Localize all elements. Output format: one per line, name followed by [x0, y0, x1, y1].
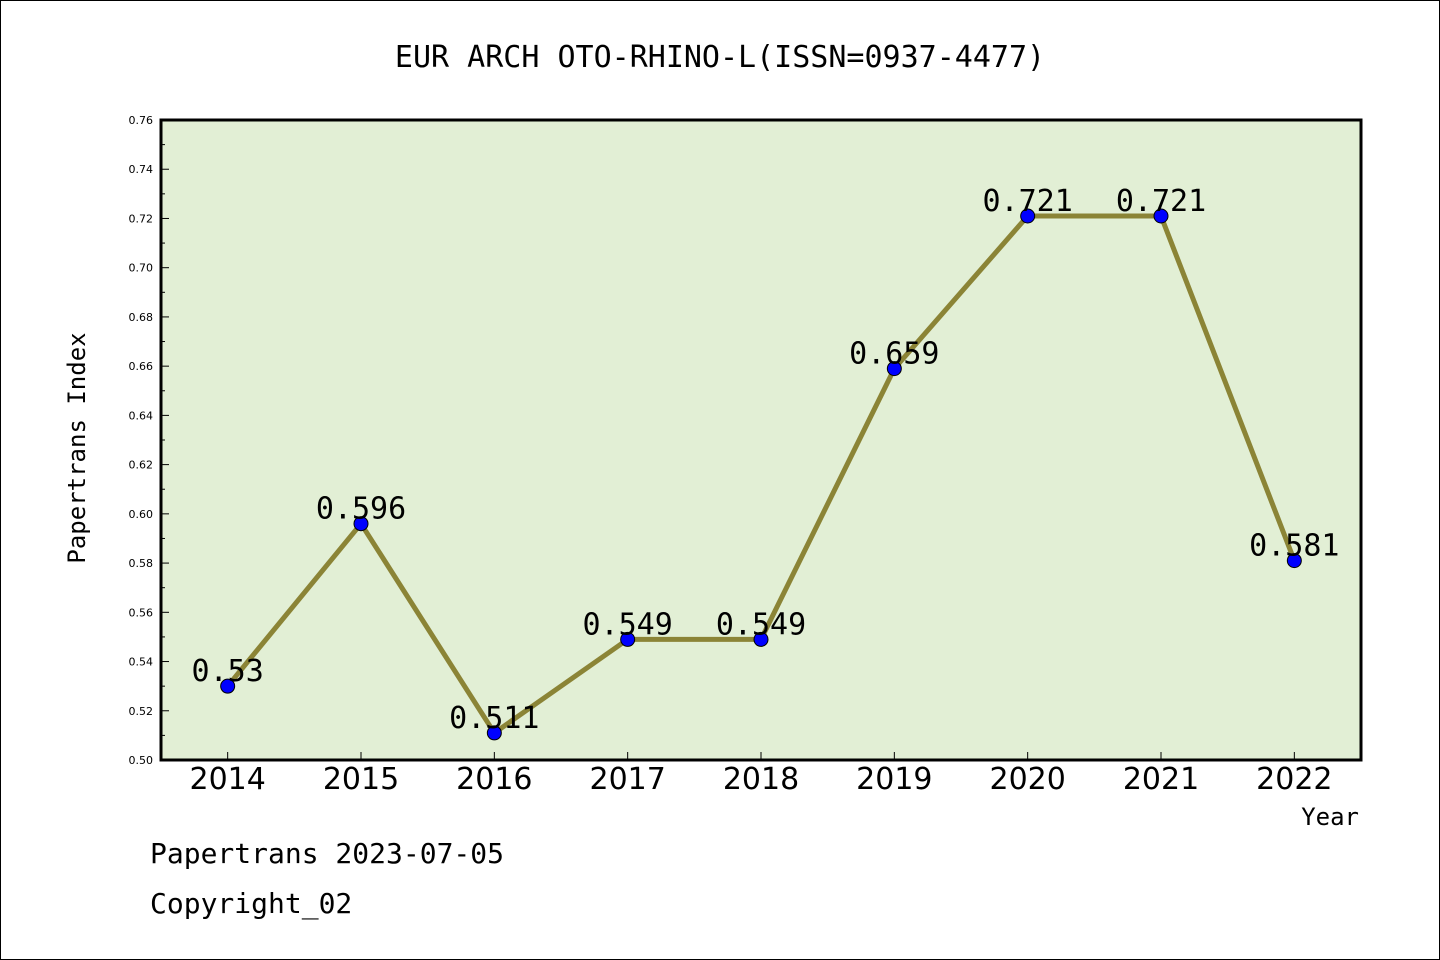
footer-date: Papertrans 2023-07-05	[150, 837, 504, 870]
y-axis: 0.50 0.52 0.54 0.56 0.58 0.60 0.62 0.64 0.66 0.68…	[129, 114, 169, 767]
x-tick-label: 2022	[1256, 762, 1332, 797]
y-tick-label: 0.70	[129, 262, 154, 275]
y-axis-label: Papertrans Index	[63, 332, 91, 563]
y-tick-label: 0.56	[129, 606, 154, 619]
chart-title: EUR ARCH OTO-RHINO-L(ISSN=0937-4477)	[395, 40, 1045, 75]
data-point	[220, 678, 236, 694]
x-axis-label: Year	[1301, 803, 1359, 831]
data-point	[486, 725, 502, 741]
data-point	[753, 631, 769, 647]
y-tick-label: 0.68	[129, 311, 154, 324]
y-tick-label: 0.58	[129, 557, 154, 570]
x-tick-label: 2014	[189, 762, 265, 797]
x-tick-label: 2016	[456, 762, 532, 797]
data-label: 0.549	[583, 607, 673, 642]
series-0: 0.53 0.596 0.511 0.549 0.549 0.659 0.721 0.721 0…	[192, 184, 1339, 741]
data-point	[1153, 208, 1169, 224]
data-label: 0.549	[716, 607, 806, 642]
footer-copyright: Copyright_02	[150, 887, 352, 921]
data-label: 0.581	[1249, 529, 1339, 564]
x-tick-label: 2021	[1123, 762, 1199, 797]
x-tick-label: 2018	[723, 762, 799, 797]
data-point	[620, 631, 636, 647]
y-tick-label: 0.62	[129, 459, 154, 472]
data-point	[886, 361, 902, 377]
y-tick-label: 0.74	[129, 163, 154, 176]
x-axis: 2014 2015 2016 2017 2018 2019 2020 2021 2022	[189, 752, 1333, 797]
y-tick-label: 0.54	[129, 656, 154, 669]
data-label: 0.511	[449, 701, 539, 736]
x-tick-label: 2019	[856, 762, 932, 797]
data-label: 0.659	[849, 337, 939, 372]
x-tick-label: 2020	[989, 762, 1065, 797]
data-point	[353, 516, 369, 532]
data-label: 0.596	[316, 492, 406, 527]
x-tick-label: 2017	[589, 762, 665, 797]
y-tick-label: 0.52	[129, 705, 154, 718]
y-tick-label: 0.76	[129, 114, 154, 127]
y-tick-label: 0.60	[129, 508, 154, 521]
y-tick-label: 0.72	[129, 212, 154, 225]
x-tick-label: 2015	[323, 762, 399, 797]
y-tick-label: 0.64	[129, 409, 154, 422]
data-label: 0.53	[192, 654, 264, 689]
y-tick-label: 0.50	[129, 754, 154, 767]
y-tick-label: 0.66	[129, 360, 154, 373]
data-label: 0.721	[983, 184, 1073, 219]
data-label: 0.721	[1116, 184, 1206, 219]
data-point	[1020, 208, 1036, 224]
plot-area	[159, 118, 1363, 762]
data-point	[1286, 553, 1302, 569]
